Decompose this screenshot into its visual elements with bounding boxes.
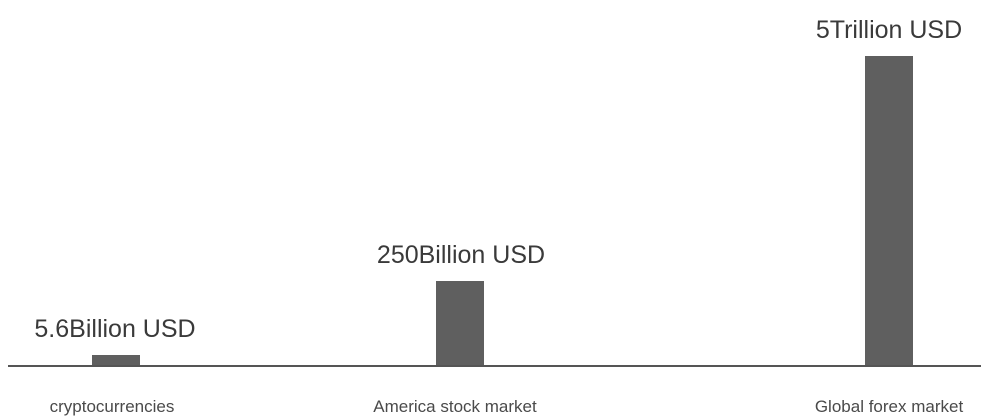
data-label-3: 5Trillion USD — [816, 16, 962, 44]
data-label-1: 5.6Billion USD — [34, 315, 195, 343]
value-labels-group: 5.6Billion USD 250Billion USD 5Trillion US… — [34, 16, 962, 343]
bars-group — [92, 56, 913, 366]
bar-2 — [436, 281, 484, 366]
category-label-2: America stock market — [373, 397, 537, 416]
category-labels-group: cryptocurrencies America stock market Glob… — [50, 397, 964, 416]
category-label-3: Global forex market — [815, 397, 964, 416]
data-label-2: 250Billion USD — [377, 241, 545, 269]
bar-1 — [92, 355, 140, 366]
category-label-1: cryptocurrencies — [50, 397, 175, 416]
bar-3 — [865, 56, 913, 366]
